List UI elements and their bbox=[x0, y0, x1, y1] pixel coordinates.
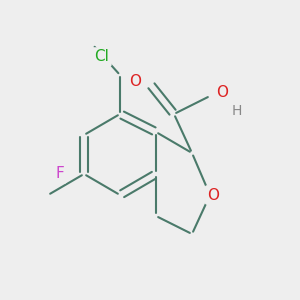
Text: F: F bbox=[56, 167, 64, 182]
Text: O: O bbox=[129, 74, 141, 88]
Text: Cl: Cl bbox=[94, 50, 110, 64]
Text: O: O bbox=[207, 188, 219, 202]
Text: O: O bbox=[216, 85, 228, 100]
Text: H: H bbox=[232, 104, 242, 118]
